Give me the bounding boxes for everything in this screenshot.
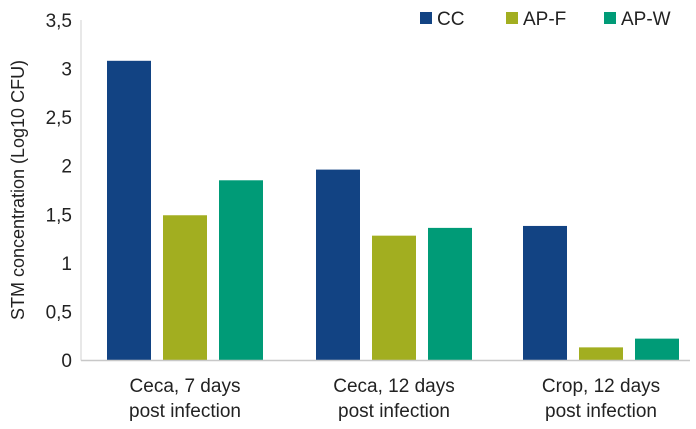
x-tick-label: Crop, 12 days <box>542 376 660 397</box>
legend-swatch-ap-f <box>506 12 518 24</box>
legend-swatch-cc <box>420 12 432 24</box>
bar-ap-w-2 <box>635 338 679 360</box>
x-tick-label: post infection <box>545 401 657 422</box>
legend-label: CC <box>437 9 464 30</box>
y-tick-label: 3 <box>61 60 72 81</box>
x-tick-label: Ceca, 12 days <box>333 376 454 397</box>
x-tick-label: Ceca, 7 days <box>130 376 241 397</box>
bar-ap-f-2 <box>579 347 623 360</box>
y-tick-label: 0,5 <box>46 302 72 323</box>
legend-label: AP-F <box>523 9 566 30</box>
legend-swatch-ap-w <box>604 12 616 24</box>
legend: CC AP-F AP-W <box>420 9 671 30</box>
y-axis-label: STM concentration (Log10 CFU) <box>8 60 28 320</box>
y-tick-label: 3,5 <box>46 11 72 32</box>
bar-ap-f-1 <box>372 235 416 360</box>
bar-ap-w-0 <box>219 180 263 360</box>
y-tick-label: 0 <box>61 351 72 372</box>
y-tick-label: 2,5 <box>46 108 72 129</box>
legend-label: AP-W <box>621 9 671 30</box>
y-tick-label: 2 <box>61 157 72 178</box>
x-tick-label: post infection <box>129 401 241 422</box>
bar-cc-1 <box>316 169 360 360</box>
x-tick-label: post infection <box>338 401 450 422</box>
bar-cc-0 <box>107 60 151 361</box>
bar-ap-f-0 <box>163 215 207 360</box>
y-tick-label: 1,5 <box>46 205 72 226</box>
bar-cc-2 <box>523 225 567 360</box>
y-tick-label: 1 <box>61 254 72 275</box>
bar-ap-w-1 <box>428 227 472 360</box>
